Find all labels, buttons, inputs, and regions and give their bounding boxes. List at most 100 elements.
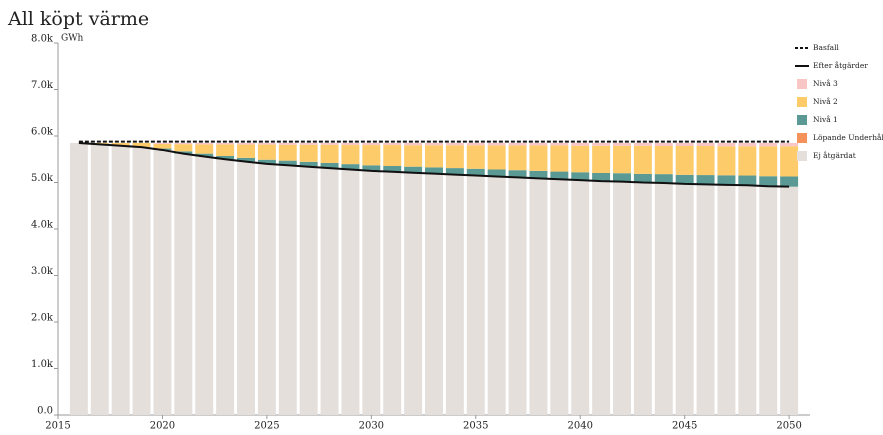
bar-segment xyxy=(445,174,464,415)
bar-segment xyxy=(508,177,527,415)
bar-segment xyxy=(90,144,109,415)
y-tick-label: 5.0k xyxy=(31,173,54,184)
bar-segment xyxy=(299,166,318,415)
bar-segment xyxy=(278,165,297,415)
bar-segment xyxy=(592,142,611,146)
legend-label: Efter åtgärder xyxy=(813,61,868,70)
bar-segment xyxy=(216,155,235,160)
legend-swatch xyxy=(797,151,807,161)
bar-segment xyxy=(174,153,193,416)
x-tick-label: 2045 xyxy=(672,421,697,432)
bar-segment xyxy=(633,145,652,174)
bar-segment xyxy=(404,145,423,167)
bar-segment xyxy=(696,184,715,415)
bar-segment xyxy=(299,144,318,162)
bar-segment xyxy=(571,172,590,181)
legend-label: Basfall xyxy=(813,43,839,52)
bar-segment xyxy=(320,142,339,145)
bar-segment xyxy=(195,153,214,157)
bar-segment xyxy=(675,142,694,146)
bar-segment xyxy=(529,170,548,179)
bar-segment xyxy=(195,142,214,145)
y-tick-label: 0.0 xyxy=(37,406,53,417)
x-tick-label: 2020 xyxy=(150,421,175,432)
bar-segment xyxy=(362,170,381,415)
bar-segment xyxy=(780,186,799,415)
bar-segment xyxy=(696,142,715,146)
y-tick-label: 7.0k xyxy=(31,80,54,91)
bar-segment xyxy=(341,142,360,146)
bar-segment xyxy=(237,161,255,415)
bar-segment xyxy=(675,145,694,175)
x-tick-label: 2050 xyxy=(776,421,801,432)
bar-segment xyxy=(320,144,339,163)
bar-segment xyxy=(466,175,485,415)
bar-segment xyxy=(780,142,799,147)
bar-segment xyxy=(654,174,673,183)
bar-segment xyxy=(466,168,485,176)
bar-segment xyxy=(216,142,235,145)
legend-label: Nivå 2 xyxy=(813,97,838,106)
y-tick-label: 4.0k xyxy=(31,220,54,231)
bar-segment xyxy=(759,186,778,415)
legend-swatch xyxy=(797,97,807,107)
bar-segment xyxy=(383,165,402,172)
x-tick-label: 2030 xyxy=(359,421,384,432)
legend-swatch xyxy=(797,79,807,89)
y-tick-label: 6.0k xyxy=(31,127,54,138)
y-tick-label: 3.0k xyxy=(31,266,54,277)
bar-segment xyxy=(759,142,778,147)
bar-segment xyxy=(445,168,464,175)
bar-segment xyxy=(362,145,381,166)
legend-swatch xyxy=(797,133,807,143)
bar-segment xyxy=(717,142,736,147)
legend-swatch xyxy=(797,115,807,125)
bar-segment xyxy=(195,156,214,415)
chart-title: All köpt värme xyxy=(7,8,149,30)
bar-segment xyxy=(717,184,736,415)
bar-segment xyxy=(195,144,214,154)
bar-segment xyxy=(571,180,590,415)
bar-segment xyxy=(571,145,590,173)
legend-label: Nivå 3 xyxy=(813,79,838,88)
bar-segment xyxy=(717,146,736,176)
bar-segment xyxy=(257,144,276,160)
bar-segment xyxy=(654,182,673,415)
y-unit: GWh xyxy=(61,34,83,44)
bar-segment xyxy=(592,145,611,173)
bar-segment xyxy=(237,142,255,145)
bar-segment xyxy=(237,157,255,162)
bar-segment xyxy=(529,145,548,171)
bar-segment xyxy=(717,175,736,185)
x-tick-label: 2025 xyxy=(254,421,279,432)
bar-segment xyxy=(738,146,757,176)
bar-segment xyxy=(362,142,381,146)
bar-segment xyxy=(278,160,297,166)
bar-segment xyxy=(613,142,631,146)
y-tick-label: 1.0k xyxy=(31,359,54,370)
bar-segment xyxy=(675,174,694,184)
bar-segment xyxy=(320,162,339,169)
bar-segment xyxy=(153,149,172,415)
bar-segment xyxy=(445,145,464,169)
bar-segment xyxy=(466,142,485,146)
bar-segment xyxy=(613,145,631,174)
bar-segment xyxy=(320,168,339,415)
bar-segment xyxy=(592,172,611,182)
bar-segment xyxy=(613,173,631,182)
bar-segment xyxy=(508,170,527,178)
bar-segment xyxy=(404,172,423,415)
bar-segment xyxy=(425,173,443,415)
bar-segment xyxy=(132,147,151,415)
bar-segment xyxy=(654,142,673,146)
y-tick-label: 8.0k xyxy=(31,34,54,45)
bar-segment xyxy=(466,145,485,169)
bar-segment xyxy=(633,173,652,183)
bar-segment xyxy=(404,166,423,173)
bar-segment xyxy=(550,179,569,415)
bar-segment xyxy=(341,164,360,170)
bar-segment xyxy=(132,142,151,148)
bar-segment xyxy=(738,142,757,147)
bar-segment xyxy=(550,142,569,146)
x-tick-label: 2015 xyxy=(45,421,70,432)
